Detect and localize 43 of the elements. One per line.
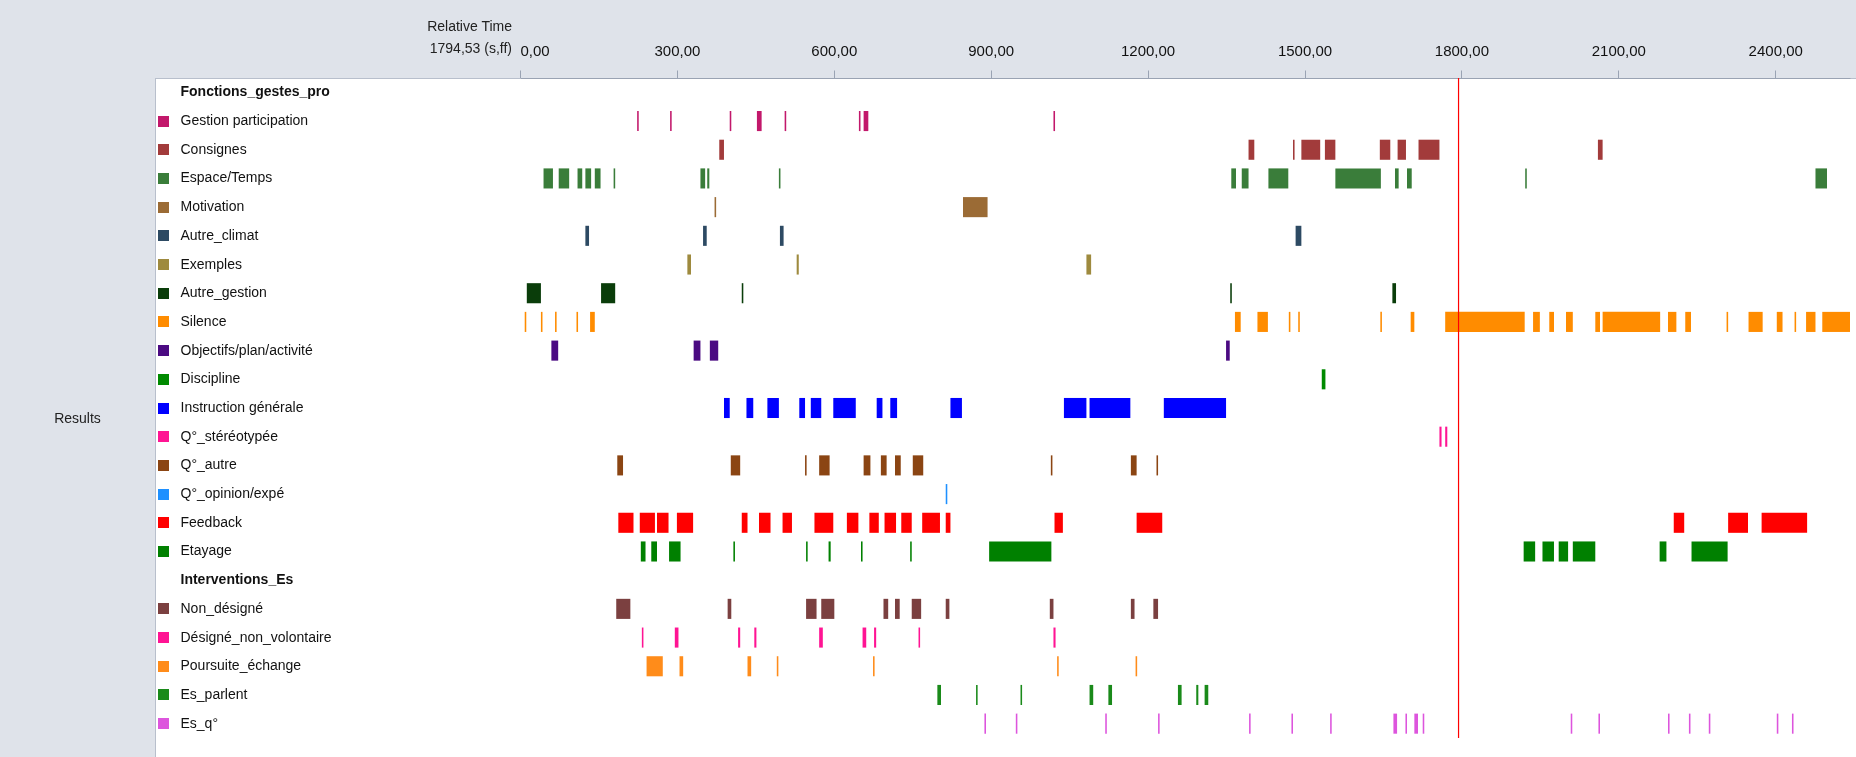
x-tick-label: 2400,00 bbox=[1748, 41, 1803, 59]
bar bbox=[1439, 426, 1442, 447]
y-tick-label: Autre_climat bbox=[180, 226, 259, 243]
y-tick-label: Fonctions_gestes_pro bbox=[180, 83, 330, 100]
y-tick-label: Discipline bbox=[180, 370, 241, 387]
x-tick-label: 900,00 bbox=[968, 41, 1015, 59]
y-tick-label: Motivation bbox=[180, 198, 245, 215]
text: 1794,53 (s,ff) bbox=[429, 40, 512, 56]
bar bbox=[1822, 311, 1850, 332]
y-tick-label: Gestion participation bbox=[180, 112, 309, 129]
y-tick-label: Consignes bbox=[180, 140, 247, 157]
x-tick-label: 1500,00 bbox=[1277, 41, 1333, 59]
bar bbox=[1776, 311, 1783, 332]
y-tick-label: Exemples bbox=[180, 255, 242, 272]
y-tick-label: Autre_gestion bbox=[180, 284, 267, 301]
y-tick-label: Poursuite_échange bbox=[180, 657, 302, 674]
y-tick-label: Q°_opinion/expé bbox=[180, 485, 285, 502]
y-tick-label: Désigné_non_volontaire bbox=[180, 628, 332, 645]
text: Results bbox=[53, 410, 102, 426]
y-tick-label: Q°_stéréotypée bbox=[180, 427, 279, 444]
bar bbox=[1086, 254, 1092, 275]
x-tick-label: 0,00 bbox=[520, 41, 550, 59]
x-tick-label: 300,00 bbox=[654, 41, 701, 59]
bar bbox=[962, 197, 988, 218]
y-tick-label: Interventions_Es bbox=[180, 571, 294, 588]
text: Relative Time bbox=[427, 18, 512, 34]
y-tick-label: Non_désigné bbox=[180, 599, 264, 616]
y-tick-label: Etayage bbox=[180, 542, 233, 559]
y-tick-label: Instruction générale bbox=[180, 399, 304, 415]
x-tick-label: 600,00 bbox=[811, 41, 858, 59]
bar bbox=[1445, 426, 1448, 447]
y-tick-label: Espace/Temps bbox=[180, 169, 273, 186]
x-tick-label: 1200,00 bbox=[1120, 41, 1176, 59]
y-tick-label: Objectifs/plan/activité bbox=[180, 341, 313, 358]
x-tick-label: 1800,00 bbox=[1434, 41, 1490, 59]
y-tick-label: Es_parlent bbox=[180, 685, 248, 702]
y-tick-label: Es_q° bbox=[180, 714, 219, 731]
bar bbox=[1748, 311, 1763, 332]
y-tick-label: Silence bbox=[180, 312, 227, 329]
x-tick-label: 2100,00 bbox=[1591, 41, 1646, 59]
y-tick-label: Q°_autre bbox=[180, 456, 237, 473]
bar bbox=[1806, 311, 1816, 332]
y-tick-label: Feedback bbox=[180, 513, 243, 530]
